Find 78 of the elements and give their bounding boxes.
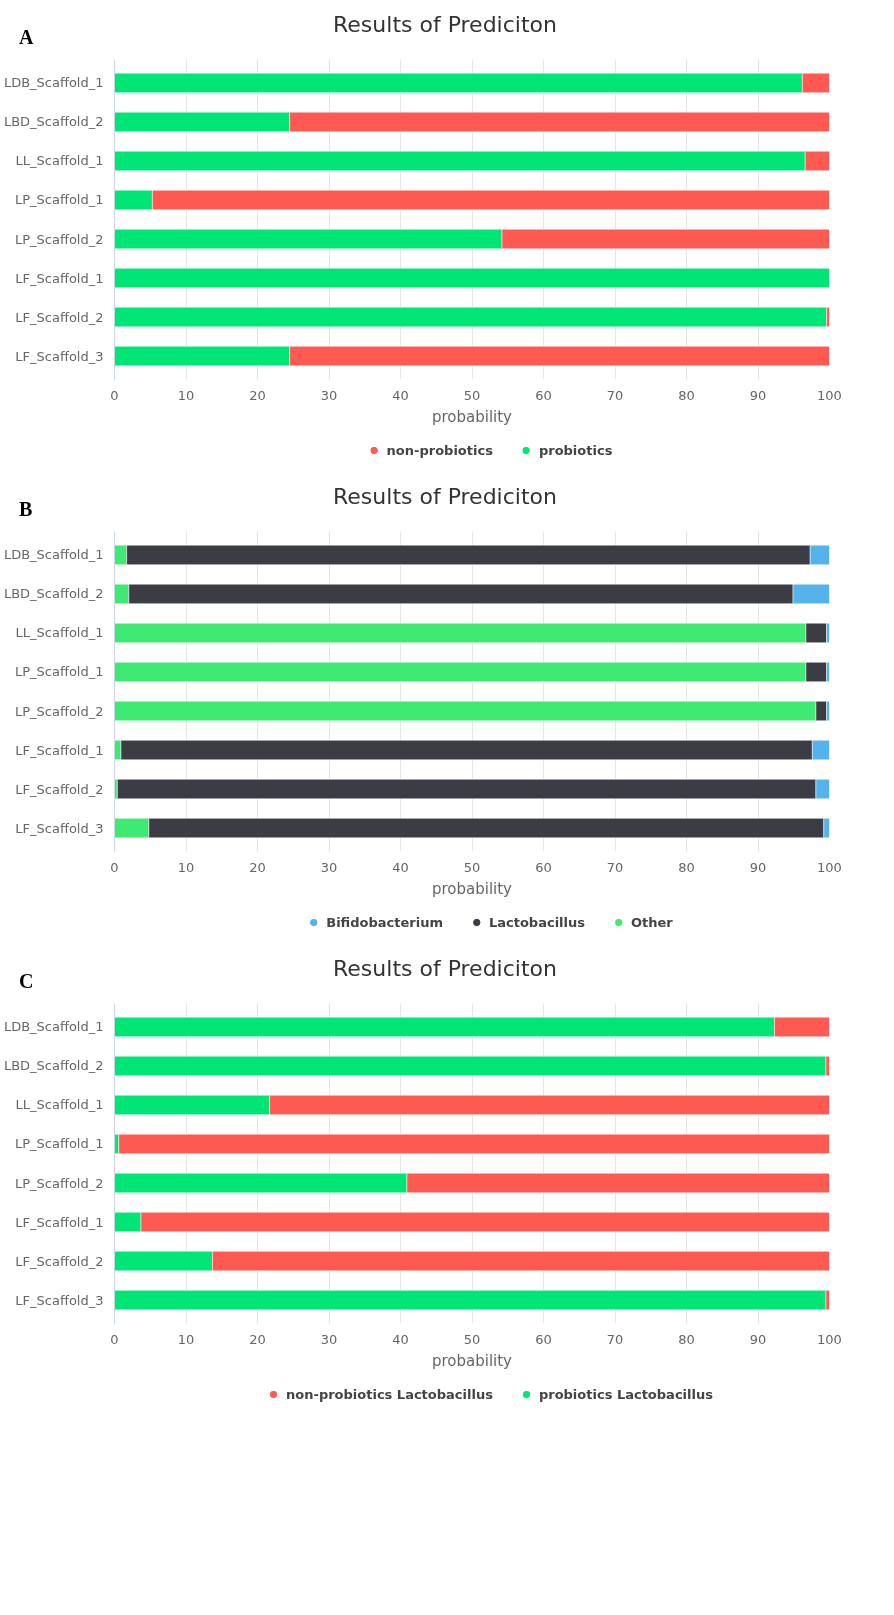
x-tick-label: 50 — [463, 387, 481, 403]
x-tick-label: 90 — [749, 859, 767, 875]
y-tick-label: LDB_Scaffold_1 — [3, 547, 104, 563]
legend-label: non-probiotics Lactobacillus — [286, 1386, 493, 1402]
y-tick-label: LL_Scaffold_1 — [15, 625, 104, 641]
legend-label: Other — [631, 914, 673, 930]
chart-title: Results of Prediciton — [333, 956, 557, 981]
x-tick-label: 30 — [320, 1331, 338, 1347]
x-tick-label: 60 — [535, 387, 552, 403]
y-tick-label: LP_Scaffold_2 — [15, 1175, 104, 1191]
text: B — [19, 497, 33, 522]
text: A — [19, 25, 34, 50]
y-tick-label: LL_Scaffold_1 — [15, 1097, 104, 1113]
chart-title: Results of Prediciton — [333, 484, 557, 509]
y-tick-label: LF_Scaffold_2 — [15, 309, 104, 325]
y-tick-label: LF_Scaffold_3 — [15, 1292, 104, 1308]
x-tick-label: 100 — [817, 1331, 842, 1347]
x-tick-label: 0 — [110, 387, 119, 403]
legend-label: probiotics Lactobacillus — [538, 1386, 713, 1402]
y-tick-label: LF_Scaffold_3 — [15, 820, 104, 836]
legend-label: non-probiotics — [386, 442, 493, 458]
x-tick-label: 10 — [177, 1331, 195, 1347]
y-tick-label: LBD_Scaffold_2 — [3, 586, 104, 602]
x-tick-label: 70 — [606, 859, 624, 875]
x-axis-title: probability — [431, 407, 513, 426]
text: C — [19, 969, 34, 994]
x-tick-label: 20 — [249, 1331, 266, 1347]
x-tick-label: 50 — [463, 1331, 481, 1347]
y-tick-label: LDB_Scaffold_1 — [3, 1019, 104, 1035]
x-axis-title: probability — [431, 1351, 513, 1370]
x-axis-title: probability — [431, 879, 513, 898]
y-tick-label: LDB_Scaffold_1 — [3, 75, 104, 91]
x-tick-label: 80 — [678, 387, 695, 403]
x-tick-label: 90 — [749, 1331, 767, 1347]
x-tick-label: 0 — [110, 859, 119, 875]
x-tick-label: 40 — [392, 387, 409, 403]
y-tick-label: LF_Scaffold_2 — [15, 1253, 104, 1269]
chart-title: Results of Prediciton — [333, 12, 557, 37]
y-tick-label: LP_Scaffold_1 — [15, 1136, 104, 1152]
x-tick-label: 100 — [817, 859, 842, 875]
x-tick-label: 80 — [678, 859, 695, 875]
x-tick-label: 70 — [606, 1331, 624, 1347]
y-tick-label: LL_Scaffold_1 — [15, 153, 104, 169]
y-tick-label: LP_Scaffold_1 — [15, 664, 104, 680]
y-tick-label: LP_Scaffold_1 — [15, 192, 104, 208]
x-tick-label: 0 — [110, 1331, 119, 1347]
y-tick-label: LP_Scaffold_2 — [15, 231, 104, 247]
bar — [114, 1290, 827, 1311]
x-tick-label: 40 — [392, 1331, 409, 1347]
x-tick-label: 30 — [320, 387, 338, 403]
x-tick-label: 30 — [320, 859, 338, 875]
y-tick-label: LF_Scaffold_3 — [15, 348, 104, 364]
y-tick-label: LF_Scaffold_1 — [15, 1214, 104, 1230]
x-tick-label: 100 — [817, 387, 842, 403]
x-tick-label: 70 — [606, 387, 624, 403]
legend-label: probiotics — [538, 442, 613, 458]
x-tick-label: 20 — [249, 387, 266, 403]
bar — [114, 307, 827, 328]
y-tick-label: LF_Scaffold_1 — [15, 742, 104, 758]
bar — [114, 1055, 827, 1076]
x-tick-label: 20 — [249, 859, 266, 875]
legend-label: Lactobacillus — [488, 914, 586, 930]
legend-label: Bifidobacterium — [326, 914, 443, 930]
x-tick-label: 50 — [463, 859, 481, 875]
x-tick-label: 40 — [392, 859, 409, 875]
x-tick-label: 10 — [177, 387, 195, 403]
y-tick-label: LF_Scaffold_2 — [15, 781, 104, 797]
y-tick-label: LBD_Scaffold_2 — [3, 1058, 104, 1074]
x-tick-label: 10 — [177, 859, 195, 875]
x-tick-label: 80 — [678, 1331, 695, 1347]
x-tick-label: 90 — [749, 387, 767, 403]
y-tick-label: LBD_Scaffold_2 — [3, 114, 104, 130]
y-tick-label: LF_Scaffold_1 — [15, 270, 104, 286]
x-tick-label: 60 — [535, 1331, 552, 1347]
y-tick-label: LP_Scaffold_2 — [15, 703, 104, 719]
bar — [114, 268, 830, 289]
x-tick-label: 60 — [535, 859, 552, 875]
bar — [118, 1133, 830, 1154]
